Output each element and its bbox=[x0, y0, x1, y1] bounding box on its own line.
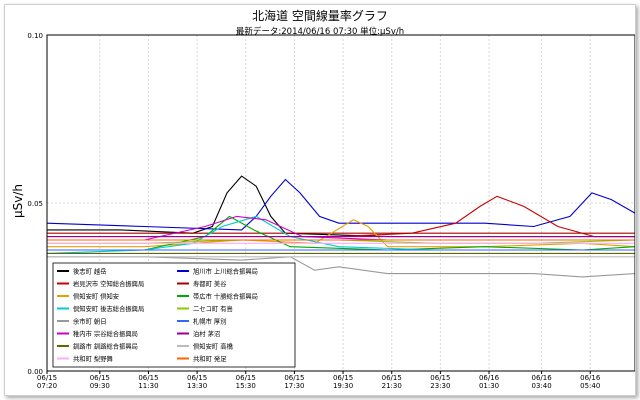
chart-frame: 北海道 空間線量率グラフ 最新データ:2014/06/16 07:30 単位:μ… bbox=[4, 4, 636, 396]
x-tick-time: 15:30 bbox=[236, 382, 256, 390]
y-tick-labels: 0.00 0.05 0.10 bbox=[27, 32, 43, 376]
legend-label: 共和町 発足 bbox=[193, 354, 227, 363]
legend-label: 倶知安町 後志総合振興局 bbox=[73, 304, 144, 313]
x-tick-time: 11:30 bbox=[138, 382, 158, 390]
legend-label: 旭川市 上川総合振興局 bbox=[193, 267, 258, 276]
x-tick-date: 06/15 bbox=[382, 374, 402, 382]
x-tick-date: 06/15 bbox=[90, 374, 110, 382]
x-tick-time: 13:30 bbox=[187, 382, 207, 390]
y-tick-label: 0.05 bbox=[27, 200, 43, 208]
x-tick-date: 06/15 bbox=[138, 374, 158, 382]
legend-label: 寿都町 美谷 bbox=[193, 279, 227, 288]
y-tick-label: 0.10 bbox=[27, 32, 43, 40]
x-tick-date: 06/16 bbox=[580, 374, 601, 382]
legend-label: 二セコ町 有島 bbox=[193, 304, 233, 313]
legend-label: 倶知安町 高橋 bbox=[193, 342, 233, 351]
x-tick-time: 23:30 bbox=[430, 382, 450, 390]
x-tick-time: 01:30 bbox=[479, 382, 499, 390]
legend-box bbox=[52, 262, 296, 368]
x-tick-time: 07:20 bbox=[37, 382, 57, 390]
x-tick-date: 06/15 bbox=[284, 374, 304, 382]
x-tick-date: 06/15 bbox=[37, 374, 57, 382]
legend-label: 泊村 茅沼 bbox=[193, 329, 220, 338]
x-tick-date: 06/15 bbox=[236, 374, 256, 382]
legend-label: 帯広市 十勝総合振興局 bbox=[193, 292, 258, 301]
y-axis-label: μSv/h bbox=[11, 184, 25, 218]
chart-subtitle: 最新データ:2014/06/16 07:30 単位:μSv/h bbox=[236, 26, 404, 37]
x-tick-date: 06/16 bbox=[531, 374, 552, 382]
x-tick-time: 19:30 bbox=[333, 382, 353, 390]
legend-label: 札幌市 厚別 bbox=[193, 317, 227, 326]
x-tick-date: 06/15 bbox=[430, 374, 450, 382]
x-tick-time: 21:30 bbox=[382, 382, 402, 390]
legend-label: 後志町 越岳 bbox=[73, 267, 107, 276]
x-tick-date: 06/16 bbox=[479, 374, 500, 382]
legend-label: 岩見沢市 空知総合振興局 bbox=[73, 279, 144, 288]
x-tick-time: 05:40 bbox=[580, 382, 600, 390]
series-line-1 bbox=[46, 178, 636, 231]
x-tick-date: 06/15 bbox=[187, 374, 207, 382]
series-lines bbox=[46, 175, 636, 278]
legend-label: 稚内市 宗谷総合振興局 bbox=[73, 329, 138, 338]
x-tick-time: 09:30 bbox=[90, 382, 110, 390]
x-tick-time: 17:30 bbox=[284, 382, 304, 390]
legend-label: 共和町 梨野舞 bbox=[73, 354, 113, 363]
legend-label: 倶知安町 倶知安 bbox=[73, 292, 119, 301]
y-tick-label: 0.00 bbox=[27, 368, 43, 376]
line-chart: 北海道 空間線量率グラフ 最新データ:2014/06/16 07:30 単位:μ… bbox=[11, 8, 636, 390]
x-tick-date: 06/15 bbox=[333, 374, 353, 382]
series-line-8 bbox=[47, 256, 636, 278]
x-tick-time: 03:40 bbox=[531, 382, 551, 390]
chart-title: 北海道 空間線量率グラフ bbox=[252, 8, 388, 23]
legend-label: 釧路市 釧路総合振興局 bbox=[73, 342, 138, 351]
legend-label: 余市町 朝日 bbox=[73, 317, 107, 326]
x-tick-labels: 06/1507:2006/1509:3006/1511:3006/1513:30… bbox=[37, 371, 601, 390]
